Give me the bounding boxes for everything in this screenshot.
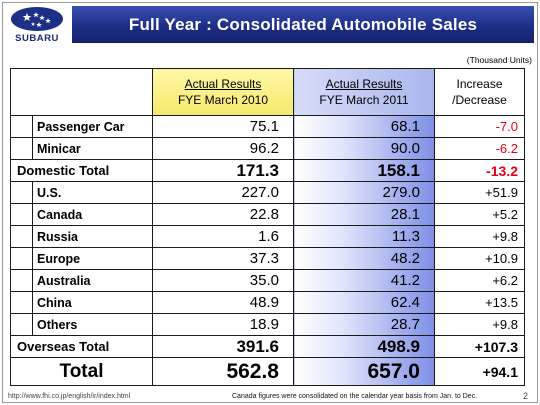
grand-total-row: Total 562.8 657.0 +94.1 (10, 357, 525, 386)
value-fy2010: 96.2 (152, 137, 294, 160)
row-label: Australia (10, 269, 153, 293)
value-fy2011: 498.9 (293, 335, 435, 358)
col-header-fy2010: Actual Results FYE March 2010 (152, 68, 294, 116)
col-header-fy2010-line2: FYE March 2010 (177, 93, 269, 107)
footer-url[interactable]: http://www.fhi.co.jp/english/ir/index.ht… (8, 393, 131, 400)
row-label: Domestic Total (10, 159, 153, 182)
row-label: Passenger Car (10, 115, 153, 139)
value-change: -6.2 (434, 137, 525, 160)
col-header-change: Increase /Decrease (434, 68, 525, 116)
value-change: -13.2 (434, 159, 525, 182)
row-label: Total (10, 357, 153, 386)
col-header-fy2011-line2: FYE March 2011 (319, 93, 409, 107)
value-change: +51.9 (434, 181, 525, 204)
value-fy2011: 11.3 (293, 225, 435, 248)
table-row: Others 18.9 28.7 +9.8 (10, 313, 525, 337)
col-header-fy2011-line1: Actual Results (325, 77, 403, 91)
value-fy2011: 41.2 (293, 269, 435, 292)
value-fy2010: 562.8 (152, 357, 294, 386)
value-fy2010: 1.6 (152, 225, 294, 248)
value-fy2010: 48.9 (152, 291, 294, 314)
value-fy2010: 22.8 (152, 203, 294, 226)
value-fy2011: 28.1 (293, 203, 435, 226)
value-change: +9.8 (434, 225, 525, 248)
table-row: Passenger Car 75.1 68.1 -7.0 (10, 115, 525, 139)
value-fy2011: 90.0 (293, 137, 435, 160)
value-fy2011: 28.7 (293, 313, 435, 336)
corner-cell (10, 68, 153, 116)
col-header-fy2010-line1: Actual Results (184, 77, 262, 91)
row-label: Overseas Total (10, 335, 153, 358)
subaru-star-icon (11, 7, 63, 31)
table-row: Australia 35.0 41.2 +6.2 (10, 269, 525, 293)
row-label: Others (10, 313, 153, 337)
value-fy2010: 391.6 (152, 335, 294, 358)
footer-note: Canada figures were consolidated on the … (232, 393, 478, 400)
value-change: +107.3 (434, 335, 525, 358)
header-row: Actual Results FYE March 2010 Actual Res… (10, 68, 525, 116)
value-fy2010: 227.0 (152, 181, 294, 204)
value-fy2010: 171.3 (152, 159, 294, 182)
value-fy2010: 37.3 (152, 247, 294, 270)
row-label: Canada (10, 203, 153, 227)
table-row: Europe 37.3 48.2 +10.9 (10, 247, 525, 271)
logo-text: SUBARU (15, 33, 59, 44)
subaru-logo: SUBARU (6, 6, 68, 46)
title-bar: Full Year : Consolidated Automobile Sale… (72, 6, 534, 43)
sales-table: Actual Results FYE March 2010 Actual Res… (10, 68, 525, 386)
value-fy2010: 75.1 (152, 115, 294, 138)
row-label: Minicar (10, 137, 153, 161)
table-row: Minicar 96.2 90.0 -6.2 (10, 137, 525, 161)
value-change: +6.2 (434, 269, 525, 292)
value-fy2011: 279.0 (293, 181, 435, 204)
table-row: U.S. 227.0 279.0 +51.9 (10, 181, 525, 205)
table-row: Canada 22.8 28.1 +5.2 (10, 203, 525, 227)
row-label: Europe (10, 247, 153, 271)
value-change: +10.9 (434, 247, 525, 270)
value-fy2011: 158.1 (293, 159, 435, 182)
col-header-fy2011: Actual Results FYE March 2011 (293, 68, 435, 116)
row-label: U.S. (10, 181, 153, 205)
value-change: +9.8 (434, 313, 525, 336)
value-fy2010: 35.0 (152, 269, 294, 292)
value-fy2011: 48.2 (293, 247, 435, 270)
row-label: Russia (10, 225, 153, 249)
units-label: (Thousand Units) (466, 55, 532, 65)
value-change: -7.0 (434, 115, 525, 138)
value-change: +5.2 (434, 203, 525, 226)
overseas-total-row: Overseas Total 391.6 498.9 +107.3 (10, 335, 525, 358)
value-change: +94.1 (434, 357, 525, 386)
domestic-total-row: Domestic Total 171.3 158.1 -13.2 (10, 159, 525, 182)
value-fy2011: 68.1 (293, 115, 435, 138)
table-row: China 48.9 62.4 +13.5 (10, 291, 525, 315)
col-header-change-line1: Increase (456, 77, 503, 91)
page-title: Full Year : Consolidated Automobile Sale… (128, 14, 478, 34)
page-number: 2 (522, 391, 528, 401)
table-row: Russia 1.6 11.3 +9.8 (10, 225, 525, 249)
value-change: +13.5 (434, 291, 525, 314)
value-fy2011: 62.4 (293, 291, 435, 314)
value-fy2010: 18.9 (152, 313, 294, 336)
col-header-change-line2: /Decrease (452, 93, 507, 107)
value-fy2011: 657.0 (293, 357, 435, 386)
row-label: China (10, 291, 153, 315)
